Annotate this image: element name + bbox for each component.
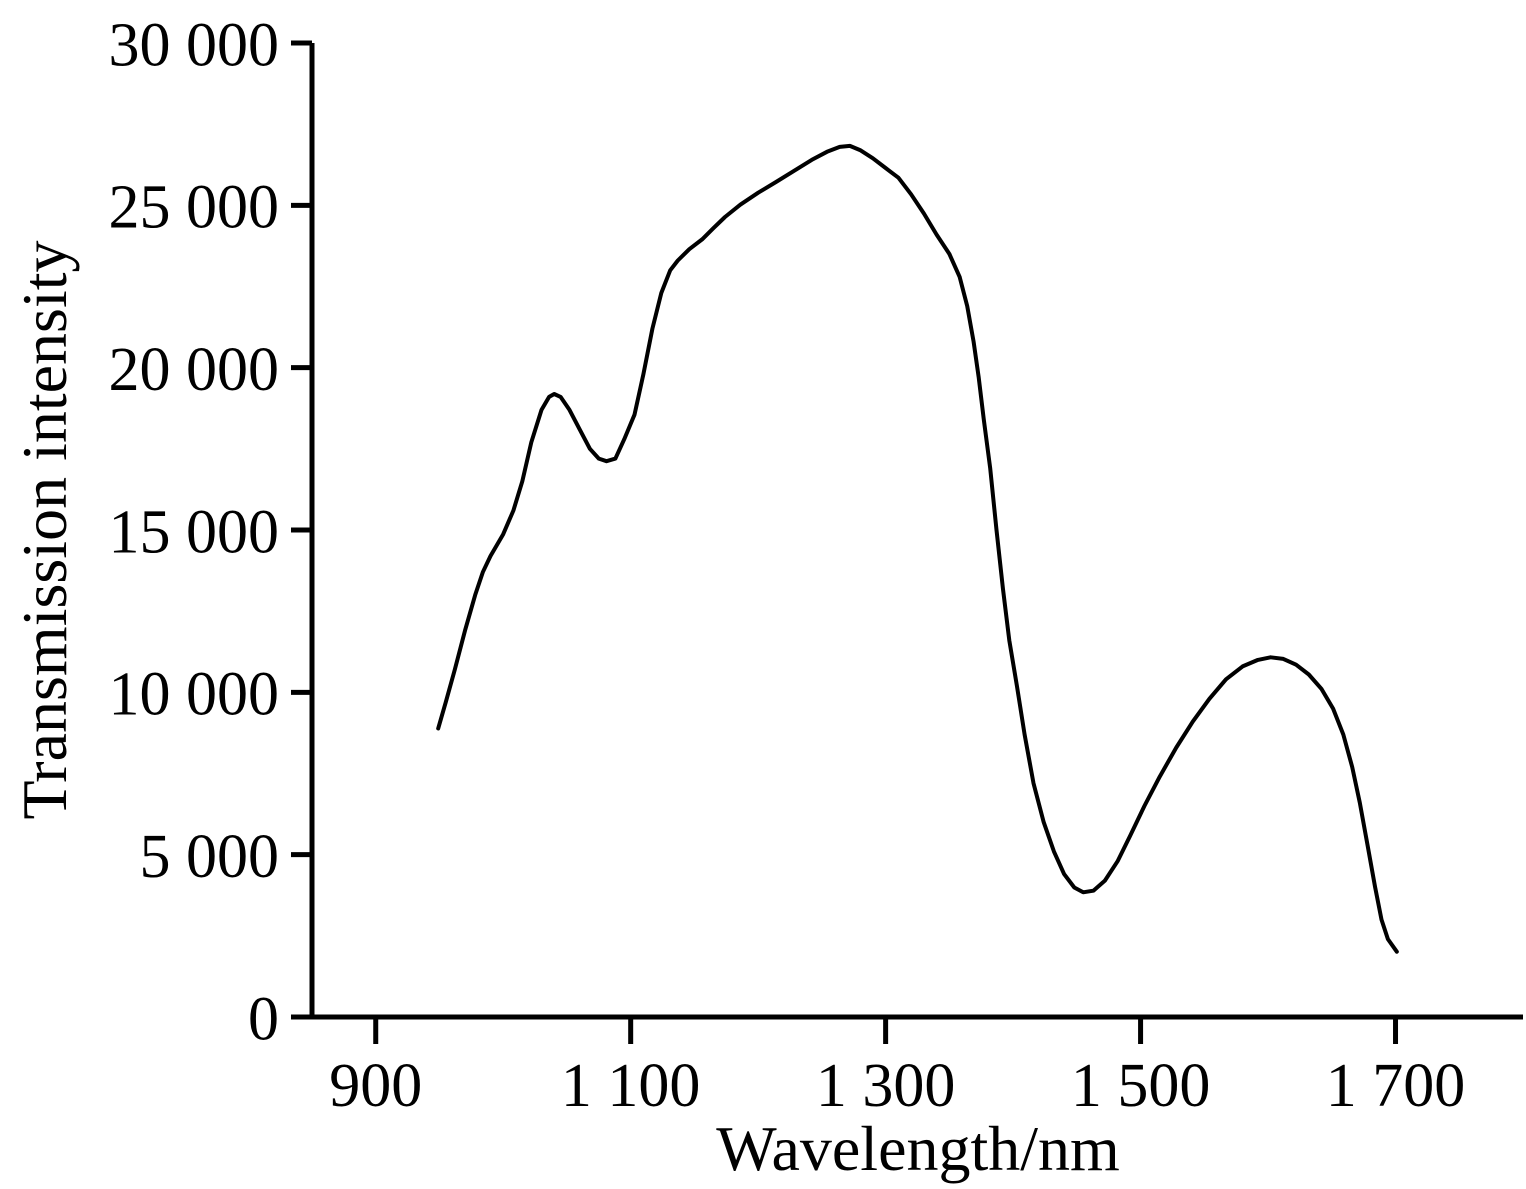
y-tick-label: 10 000 [109,661,280,729]
y-tick-label: 5 000 [140,823,280,891]
y-tick-label: 20 000 [109,336,280,404]
x-tick-label: 1 500 [1071,1052,1211,1120]
y-tick-label: 30 000 [109,11,280,79]
axis-spine [309,43,1523,1020]
y-axis-title: Transmission intensity [9,240,80,819]
x-tick-label: 1 300 [816,1052,956,1120]
x-tick-label: 1 100 [561,1052,701,1120]
x-tick-label: 900 [329,1052,422,1120]
y-tick-label: 15 000 [109,498,280,566]
y-tick-label: 0 [248,985,279,1053]
curve-layer [436,143,1399,954]
y-tick-label: 25 000 [109,174,280,242]
spectrum-curve [436,143,1399,954]
axes-layer: 0 5 000 10 000 15 000 20 000 25 000 30 000 900 1… [109,11,1523,1120]
x-tick-label: 1 700 [1326,1052,1466,1120]
x-axis-title: Wavelength/nm [716,1113,1120,1184]
